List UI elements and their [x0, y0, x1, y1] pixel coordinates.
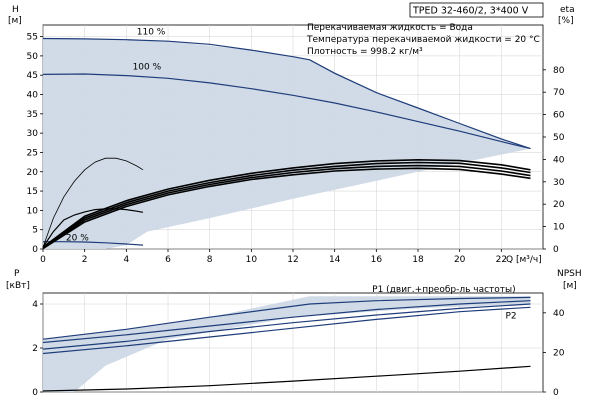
eta-axis-title: eta — [560, 5, 575, 15]
head-efficiency-panel: 0 5 10 15 20 25 30 35 40 45 50 55 0 10 20 30 40 50 60 70 80 0… — [27, 24, 565, 265]
h-axis-unit: [м] — [8, 16, 22, 26]
y-tick-label-right: 10 — [553, 223, 565, 233]
model-label: TPED 32-460/2, 3*400 V — [412, 6, 529, 17]
x-tick-label: 4 — [123, 255, 129, 265]
x-tick-label: 12 — [287, 255, 298, 265]
x-tick-label: 6 — [165, 255, 171, 265]
npsh-axis-title: NPSH — [557, 269, 582, 279]
series-line — [42, 296, 531, 340]
header-block: TPED 32-460/2, 3*400 V Перекачиваемая жи… — [306, 2, 544, 57]
series-line — [42, 303, 531, 350]
x-tick-label: 18 — [412, 255, 424, 265]
y-tick-label-left: 35 — [27, 110, 38, 120]
series-line — [42, 300, 531, 344]
y-tick-label-left: 50 — [27, 52, 39, 62]
series-label-p1: P1 (двиг.+преобр-ль частоты) — [372, 285, 515, 295]
y-tick-label-left: 0 — [32, 245, 38, 255]
y-tick-label-right: 70 — [553, 88, 565, 98]
y-tick-label-left: 0 — [32, 388, 38, 398]
top-axis-titles: H [м] eta [%] Q [м³/ч] — [8, 5, 575, 265]
series-line — [42, 161, 531, 249]
y-tick-label-left: 20 — [27, 168, 39, 178]
x-tick-label: 14 — [329, 255, 341, 265]
series-line — [42, 157, 144, 248]
y-tick-label-left: 10 — [27, 206, 39, 216]
y-tick-label-right: 0 — [553, 245, 559, 255]
series-line — [42, 306, 531, 355]
y-tick-label-right: 40 — [553, 309, 565, 319]
y-tick-label-right: 60 — [553, 111, 565, 121]
fluid-label: Перекачиваемая жидкость = Вода — [307, 23, 473, 33]
y-tick-label-left: 15 — [27, 187, 38, 197]
series-label-20: 20 % — [66, 234, 89, 244]
y-tick-label-left: 2 — [32, 344, 38, 354]
x-tick-label: 16 — [371, 255, 383, 265]
bottom-axis-titles: P [кВт] NPSH [м] — [6, 269, 582, 291]
x-tick-label: 10 — [246, 255, 258, 265]
y-tick-label-right: 20 — [553, 348, 565, 358]
series-line — [42, 365, 531, 392]
y-tick-label-left: 55 — [27, 33, 38, 43]
x-tick-label: 20 — [454, 255, 466, 265]
series-line — [42, 37, 531, 150]
model-box — [409, 2, 544, 18]
density-label: Плотность = 998.2 кг/м³ — [307, 47, 423, 57]
series-line — [43, 241, 144, 246]
x-tick-label: 8 — [207, 255, 213, 265]
x-tick-label: 22 — [496, 255, 507, 265]
h-axis-title: H — [12, 5, 19, 15]
series-label-p2: P2 — [506, 311, 517, 321]
y-tick-label-right: 40 — [553, 155, 565, 165]
series-line — [42, 73, 531, 150]
y-tick-label-right: 30 — [553, 178, 565, 188]
series-label-100: 100 % — [133, 62, 162, 72]
series-line — [42, 208, 144, 248]
y-tick-label-left: 25 — [27, 148, 38, 158]
y-tick-label-right: 80 — [553, 66, 565, 76]
q-axis-title: Q [м³/ч] — [506, 255, 542, 265]
series-label-110: 110 % — [137, 28, 166, 38]
y-tick-label-left: 40 — [27, 91, 39, 101]
y-tick-label-left: 45 — [27, 71, 38, 81]
y-tick-label-left: 5 — [32, 226, 38, 236]
x-tick-label: 0 — [40, 255, 46, 265]
y-tick-label-right: 0 — [553, 388, 559, 398]
series-line — [42, 158, 531, 248]
series-line — [42, 167, 531, 250]
x-tick-label: 2 — [82, 255, 88, 265]
y-tick-label-right: 50 — [553, 133, 565, 143]
y-tick-label-left: 4 — [32, 300, 38, 310]
p-axis-title: P — [14, 269, 20, 279]
eta-axis-unit: [%] — [558, 16, 574, 26]
p-axis-unit: [кВт] — [6, 281, 30, 291]
y-tick-label-left: 30 — [27, 129, 39, 139]
series-line — [42, 164, 531, 249]
temp-label: Температура перекачиваемой жидкости = 20… — [306, 35, 540, 45]
y-tick-label-right: 20 — [553, 200, 565, 210]
npsh-axis-unit: [м] — [563, 281, 577, 291]
